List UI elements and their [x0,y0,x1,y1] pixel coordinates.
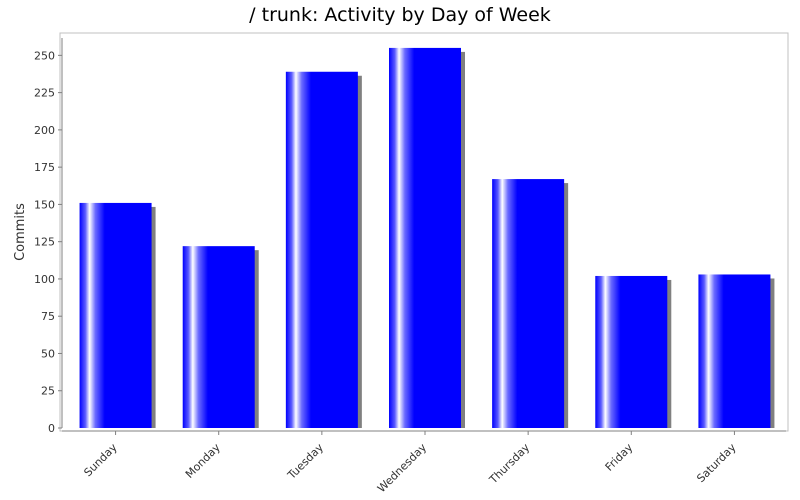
bar-friday [595,275,668,428]
x-tick-label: Saturday [694,441,739,486]
bar-monday [182,246,255,428]
bar-thursday [492,179,565,428]
x-tick-label: Sunday [81,441,120,480]
x-tick-label: Wednesday [375,441,430,496]
y-axis-label: Commits [13,203,28,261]
x-tick-labels: Sunday Monday Tuesday Wednesday Thursday Frid… [81,441,739,496]
x-tick-label: Tuesday [284,441,326,483]
x-tick-label: Thursday [486,441,532,487]
y-tick-label: 200 [34,124,55,137]
y-tick-label: 50 [41,347,55,360]
y-tick-label: 175 [34,161,55,174]
y-tick-label: 250 [34,49,55,62]
y-tick-label: 125 [34,236,55,249]
y-tick-label: 0 [48,422,55,435]
y-axis: 0 25 50 75 100 125 150 175 200 225 250 [34,38,63,435]
x-axis [62,430,786,435]
y-tick-label: 150 [34,198,55,211]
bar-tuesday [285,71,358,429]
y-tick-label: 75 [41,310,55,323]
x-tick-label: Monday [183,441,223,481]
chart-title: / trunk: Activity by Day of Week [249,4,551,26]
y-tick-label: 225 [34,87,55,100]
x-tick-label: Friday [603,441,636,474]
bar-wednesday [389,47,461,428]
y-tick-label: 100 [34,273,55,286]
bar-sunday [79,202,152,428]
bar-saturday [698,274,771,428]
y-tick-label: 25 [41,385,55,398]
bars [79,47,775,429]
